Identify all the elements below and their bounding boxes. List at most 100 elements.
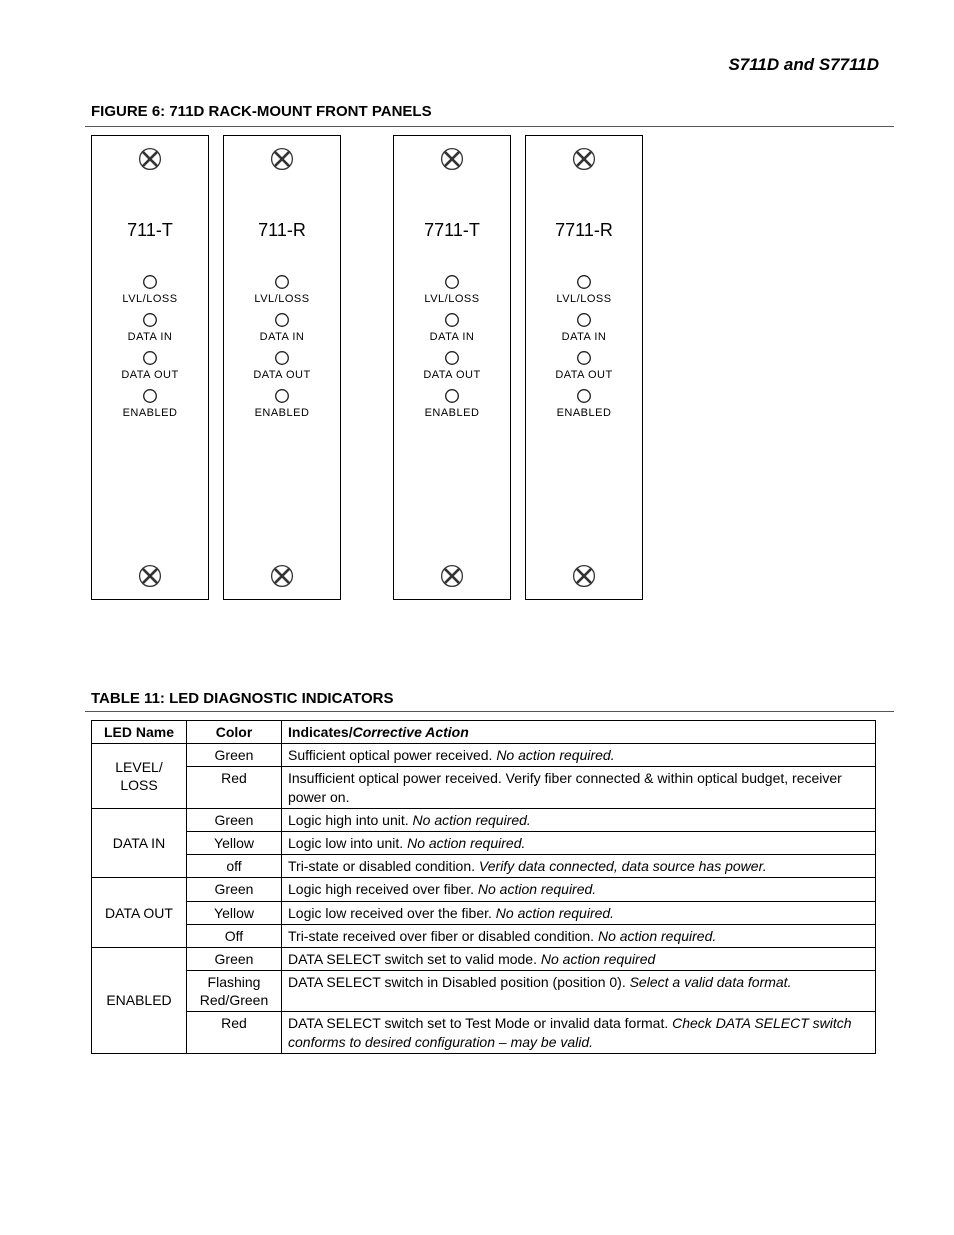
- action-cell: Sufficient optical power received. No ac…: [282, 744, 876, 767]
- action-plain: DATA SELECT switch in Disabled position …: [288, 974, 630, 990]
- action-italic: No action required.: [496, 747, 614, 763]
- led-icon: [273, 311, 291, 329]
- col-action-plain: Indicates/: [288, 724, 353, 740]
- table-row: LEVEL/ LOSSGreenSufficient optical power…: [92, 744, 876, 767]
- col-led-name: LED Name: [92, 721, 187, 744]
- table-row: Red DATA SELECT switch set to Test Mode o…: [92, 1012, 876, 1053]
- action-cell: Insufficient optical power received. Ver…: [282, 767, 876, 808]
- panel-model-label: 7711-R: [555, 220, 613, 241]
- led-block: DATA OUT: [253, 349, 310, 387]
- front-panel: 7711-R LVL/LOSS DATA IN DATA OUT ENABLED: [525, 135, 643, 600]
- color-cell: Yellow: [187, 831, 282, 854]
- led-icon: [575, 387, 593, 405]
- screw-icon: [439, 146, 465, 172]
- led-icon: [273, 273, 291, 291]
- action-italic: Verify data connected, data source has p…: [479, 858, 767, 874]
- led-icon: [273, 387, 291, 405]
- color-cell: Yellow: [187, 901, 282, 924]
- table-row: ENABLEDGreenDATA SELECT switch set to va…: [92, 947, 876, 970]
- col-action: Indicates/Corrective Action: [282, 721, 876, 744]
- action-italic: No action required.: [598, 928, 716, 944]
- led-block: LVL/LOSS: [122, 273, 177, 311]
- front-panels-row: 711-T LVL/LOSS DATA IN DATA OUT ENABLED: [85, 135, 894, 600]
- action-italic: No action required.: [478, 881, 596, 897]
- table-title-rule: [85, 711, 894, 712]
- figure-title: FIGURE 6: 711D RACK-MOUNT FRONT PANELS: [85, 103, 894, 120]
- action-plain: Logic high into unit.: [288, 812, 413, 828]
- action-cell: Logic low into unit. No action required.: [282, 831, 876, 854]
- led-label: DATA OUT: [253, 369, 310, 381]
- led-label: DATA IN: [260, 331, 305, 343]
- col-action-ital: Corrective Action: [353, 724, 469, 740]
- led-block: DATA IN: [128, 311, 173, 349]
- color-cell: Green: [187, 808, 282, 831]
- led-label: ENABLED: [123, 407, 178, 419]
- led-label: LVL/LOSS: [556, 293, 611, 305]
- action-italic: No action required: [541, 951, 655, 967]
- panel-group-gap: [355, 135, 379, 600]
- led-block: ENABLED: [557, 387, 612, 425]
- table-row: OffTri-state received over fiber or disa…: [92, 924, 876, 947]
- table-row: DATA OUTGreenLogic high received over fi…: [92, 878, 876, 901]
- led-label: DATA OUT: [121, 369, 178, 381]
- front-panel: 711-T LVL/LOSS DATA IN DATA OUT ENABLED: [91, 135, 209, 600]
- led-label: DATA OUT: [423, 369, 480, 381]
- page-header: S711D and S7711D: [85, 55, 894, 75]
- col-color: Color: [187, 721, 282, 744]
- led-name-cell: ENABLED: [92, 947, 187, 1053]
- led-label: DATA IN: [430, 331, 475, 343]
- panel-model-label: 7711-T: [424, 220, 480, 241]
- action-italic: No action required.: [413, 812, 531, 828]
- led-block: LVL/LOSS: [424, 273, 479, 311]
- screw-icon: [269, 146, 295, 172]
- led-icon: [141, 349, 159, 367]
- table-row: YellowLogic low into unit. No action req…: [92, 831, 876, 854]
- screw-icon: [571, 146, 597, 172]
- action-italic: No action required.: [407, 835, 525, 851]
- led-label: ENABLED: [425, 407, 480, 419]
- front-panel: 711-R LVL/LOSS DATA IN DATA OUT ENABLED: [223, 135, 341, 600]
- led-block: DATA IN: [430, 311, 475, 349]
- diagnostic-table: LED Name Color Indicates/Corrective Acti…: [91, 720, 876, 1054]
- screw-icon: [137, 563, 163, 589]
- led-block: LVL/LOSS: [556, 273, 611, 311]
- led-block: ENABLED: [425, 387, 480, 425]
- led-block: ENABLED: [123, 387, 178, 425]
- led-name-cell: LEVEL/ LOSS: [92, 744, 187, 809]
- action-plain: Logic low received over the fiber.: [288, 905, 496, 921]
- color-cell: Green: [187, 878, 282, 901]
- color-cell: off: [187, 855, 282, 878]
- led-label: LVL/LOSS: [122, 293, 177, 305]
- action-cell: DATA SELECT switch set to Test Mode or i…: [282, 1012, 876, 1053]
- color-cell: Green: [187, 744, 282, 767]
- action-cell: DATA SELECT switch set to valid mode. No…: [282, 947, 876, 970]
- led-label: ENABLED: [255, 407, 310, 419]
- action-italic: No action required.: [496, 905, 614, 921]
- led-block: DATA OUT: [121, 349, 178, 387]
- table-row: DATA INGreenLogic high into unit. No act…: [92, 808, 876, 831]
- led-icon: [575, 273, 593, 291]
- table-title: TABLE 11: LED DIAGNOSTIC INDICATORS: [85, 690, 894, 707]
- screw-icon: [137, 146, 163, 172]
- led-block: DATA OUT: [555, 349, 612, 387]
- action-cell: Logic low received over the fiber. No ac…: [282, 901, 876, 924]
- action-plain: Tri-state or disabled condition.: [288, 858, 479, 874]
- table-row: YellowLogic low received over the fiber.…: [92, 901, 876, 924]
- led-label: DATA OUT: [555, 369, 612, 381]
- table-row: off Tri-state or disabled condition. Veri…: [92, 855, 876, 878]
- table-row: Flashing Red/GreenDATA SELECT switch in …: [92, 971, 876, 1012]
- led-block: DATA IN: [260, 311, 305, 349]
- action-plain: DATA SELECT switch set to Test Mode or i…: [288, 1015, 672, 1031]
- front-panel: 7711-T LVL/LOSS DATA IN DATA OUT ENABLED: [393, 135, 511, 600]
- led-label: LVL/LOSS: [424, 293, 479, 305]
- action-cell: Tri-state received over fiber or disable…: [282, 924, 876, 947]
- color-cell: Red: [187, 1012, 282, 1053]
- led-icon: [141, 387, 159, 405]
- led-icon: [443, 387, 461, 405]
- screw-icon: [571, 563, 597, 589]
- action-plain: Logic high received over fiber.: [288, 881, 478, 897]
- led-name-cell: DATA IN: [92, 808, 187, 878]
- action-plain: Logic low into unit.: [288, 835, 407, 851]
- action-cell: Logic high received over fiber. No actio…: [282, 878, 876, 901]
- led-icon: [443, 349, 461, 367]
